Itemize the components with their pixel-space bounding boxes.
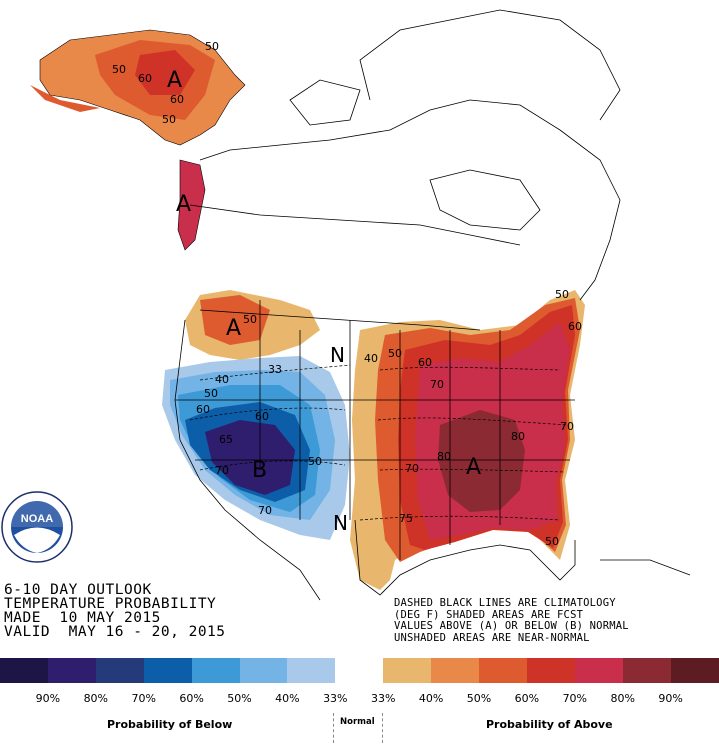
contour-label: 70 — [258, 504, 272, 517]
pnw-above-region — [185, 290, 320, 360]
outlook-title: 6-10 DAY OUTLOOK — [4, 582, 152, 598]
legend-swatch — [95, 658, 145, 683]
below-caption: Probability of Below — [107, 718, 233, 731]
contour-label: 50 — [308, 455, 322, 468]
contour-label: 70 — [215, 464, 229, 477]
legend-percent-label: 50% — [227, 692, 252, 705]
contour-label: 70 — [405, 462, 419, 475]
contour-label: 65 — [219, 433, 233, 446]
legend-swatch — [383, 658, 432, 683]
probability-legend: 90% 80% 70% 60% 50% 40% 33% 33% 40% 50% 60% 70% 80% 9… — [0, 658, 719, 748]
map-notes: DASHED BLACK LINES ARE CLIMATOLOGY (DEG … — [394, 597, 629, 644]
east-above-region — [350, 290, 585, 590]
contour-label: 60 — [170, 93, 184, 106]
legend-percent-label: 80% — [610, 692, 635, 705]
climatology-lines — [189, 364, 569, 521]
legend-swatch — [191, 658, 240, 683]
legend-percent-label: 90% — [35, 692, 61, 705]
legend-swatch — [239, 658, 288, 683]
normal-divider-right — [382, 713, 383, 743]
panhandle-above-label: A — [176, 192, 191, 217]
contour-label: 50 — [388, 347, 402, 360]
legend-swatch — [47, 658, 97, 683]
legend-percent-label: 50% — [466, 692, 492, 705]
legend-swatch — [431, 658, 480, 683]
legend-percent-label: 70% — [562, 692, 588, 705]
contour-label: 50 — [204, 387, 218, 400]
note-line: VALUES ABOVE (A) OR BELOW (B) NORMAL — [394, 620, 629, 632]
valid-dates: VALID MAY 16 - 20, 2015 — [4, 624, 226, 640]
contour-label: 60 — [138, 72, 152, 85]
map-outlines — [174, 9, 691, 601]
contour-labels: 50 60 50 60 50 50 33 40 50 60 65 70 70 6… — [112, 40, 582, 548]
contour-label: 60 — [255, 410, 269, 423]
contour-label: 50 — [205, 40, 219, 53]
legend-percent-label: 70% — [131, 692, 156, 705]
legend-percent-label: 90% — [658, 692, 683, 705]
legend-swatch — [0, 658, 49, 683]
contour-label: 60 — [196, 403, 210, 416]
se-above-label: A — [466, 455, 481, 480]
above-caption: Probability of Above — [486, 718, 613, 731]
contour-label: 33 — [268, 363, 282, 376]
normal-label-lower: N — [333, 511, 348, 535]
legend-swatch — [479, 658, 528, 683]
legend-swatch — [335, 658, 384, 683]
legend-swatch — [574, 658, 624, 683]
made-date: MADE 10 MAY 2015 — [4, 610, 161, 626]
note-line: UNSHADED AREAS ARE NEAR-NORMAL — [394, 631, 590, 644]
legend-percent-label: 60% — [179, 692, 204, 705]
contour-label: 80 — [437, 450, 451, 463]
note-line: DASHED BLACK LINES ARE CLIMATOLOGY — [394, 597, 616, 609]
alaska-above-region — [30, 29, 246, 146]
contour-label: 50 — [112, 63, 126, 76]
outlook-subtitle: TEMPERATURE PROBABILITY — [4, 596, 217, 612]
contour-label: 40 — [364, 352, 378, 365]
contour-label: 75 — [399, 512, 413, 525]
legend-percent-label: 40% — [418, 692, 444, 705]
legend-percent-label: 33% — [370, 692, 396, 705]
legend-swatch — [143, 658, 193, 683]
noaa-logo: NOAA — [1, 491, 73, 563]
legend-percent-label: 40% — [275, 692, 300, 705]
noaa-logo-text: NOAA — [21, 513, 53, 525]
legend-percent-label: 60% — [514, 692, 540, 705]
normal-label-upper: N — [330, 343, 345, 367]
legend-percent-label: 33% — [323, 692, 348, 705]
contour-label: 50 — [243, 313, 257, 326]
contour-label: 80 — [511, 430, 525, 443]
contour-label: 70 — [430, 378, 444, 391]
contour-label: 70 — [560, 420, 574, 433]
sw-below-region — [162, 356, 350, 540]
sw-below-label: B — [252, 458, 267, 483]
outlook-title-block: 6-10 DAY OUTLOOK TEMPERATURE PROBABILITY… — [4, 582, 226, 640]
normal-caption: Normal — [340, 717, 375, 727]
note-line: (DEG F) SHADED AREAS ARE FCST — [394, 608, 584, 621]
contour-label: 40 — [215, 373, 229, 386]
legend-swatch — [526, 658, 576, 683]
legend-swatch — [670, 658, 719, 683]
contour-label: 50 — [555, 288, 569, 301]
normal-divider-left — [333, 713, 334, 743]
pnw-above-label: A — [226, 316, 241, 341]
contour-label: 50 — [162, 113, 176, 126]
contour-label: 60 — [418, 356, 432, 369]
legend-percent-label: 80% — [83, 692, 109, 705]
outlook-map: A A A B A N N 50 60 50 60 50 50 33 40 50… — [1, 9, 691, 601]
legend-swatch — [622, 658, 672, 683]
contour-label: 60 — [568, 320, 582, 333]
contour-label: 50 — [545, 535, 559, 548]
legend-swatch — [287, 658, 336, 683]
alaska-above-label: A — [167, 68, 182, 93]
